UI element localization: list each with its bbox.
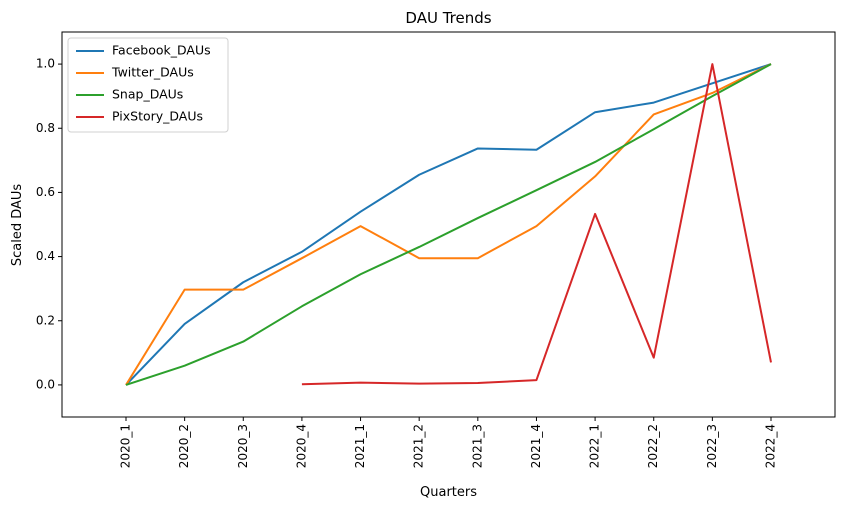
x-tick-label: 2020_1: [119, 424, 133, 468]
x-tick-label: 2020_3: [236, 424, 250, 468]
chart-title: DAU Trends: [405, 9, 491, 27]
x-tick-label: 2022_1: [588, 424, 602, 468]
x-tick-label: 2020_2: [177, 424, 191, 468]
plot-frame: [61, 31, 836, 418]
legend-label: Twitter_DAUs: [111, 65, 194, 80]
x-tick-label: 2020_4: [294, 424, 308, 468]
series-line-twitter-daus: [125, 63, 772, 386]
series-line-pixstory-daus: [301, 63, 772, 386]
x-tick-label: 2021_2: [412, 424, 426, 468]
y-axis: 0.0 0.2 0.4 0.6 0.8 1.0: [36, 57, 62, 391]
y-axis-label: Scaled DAUs: [10, 184, 25, 267]
series-line-snap-daus: [125, 63, 772, 386]
x-tick-label: 2021_4: [529, 424, 543, 468]
y-tick-label: 0.8: [36, 121, 55, 135]
legend-label: PixStory_DAUs: [112, 109, 203, 124]
x-tick-label: 2021_1: [353, 424, 367, 468]
x-axis-label: Quarters: [420, 485, 477, 500]
y-tick-label: 0.2: [36, 313, 55, 327]
x-tick-label: 2022_4: [764, 424, 778, 468]
legend-label: Snap_DAUs: [112, 87, 183, 102]
x-tick-label: 2022_3: [705, 424, 719, 468]
y-tick-label: 0.0: [36, 377, 55, 391]
y-tick-label: 0.6: [36, 185, 55, 199]
series-layer: [125, 63, 772, 386]
x-tick-label: 2021_3: [470, 424, 484, 468]
legend-label: Facebook_DAUs: [112, 43, 211, 58]
x-tick-label: 2022_2: [646, 424, 660, 468]
y-tick-label: 1.0: [36, 57, 55, 71]
legend: Facebook_DAUs Twitter_DAUs Snap_DAUs PixSto…: [67, 37, 229, 133]
legend-box: [67, 37, 229, 133]
x-axis: 2020_1 2020_2 2020_3 2020_4 2021_1 2021_2 2021…: [119, 417, 778, 468]
y-tick-label: 0.4: [36, 249, 55, 263]
plot-area: [61, 31, 836, 418]
